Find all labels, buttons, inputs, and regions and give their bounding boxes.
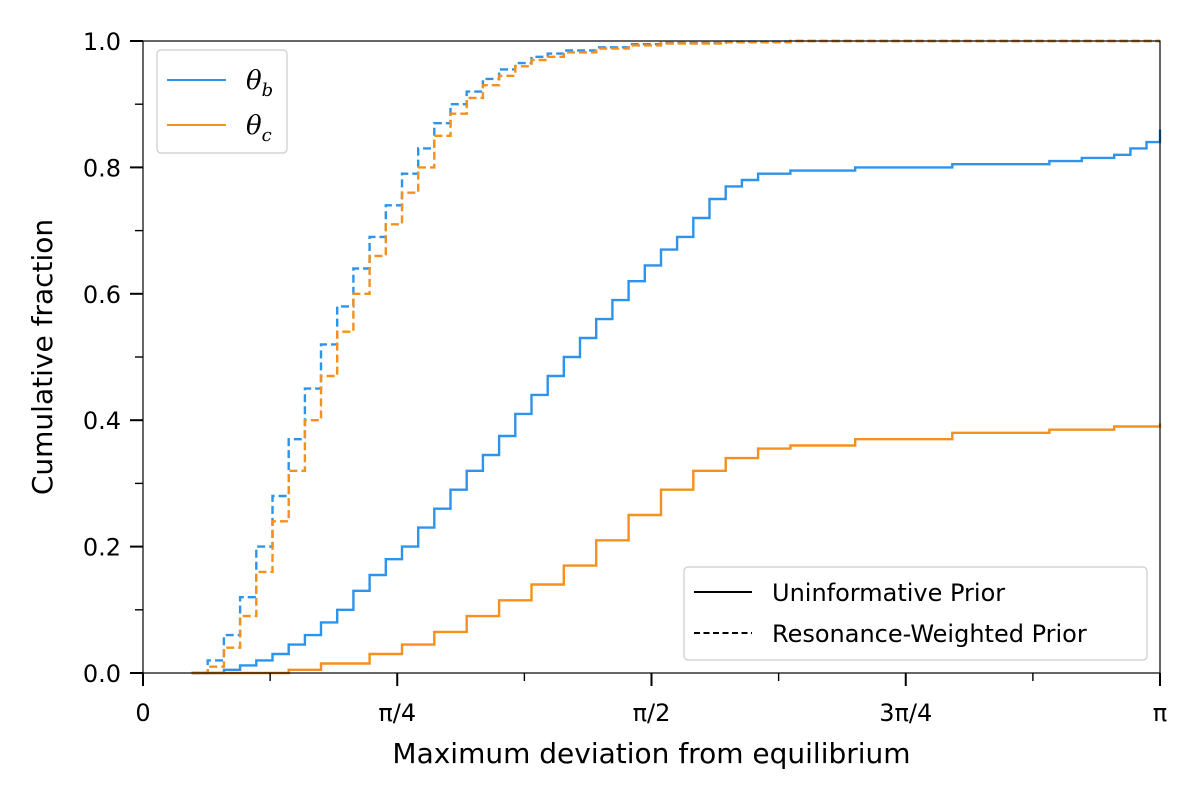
color-legend-box <box>156 49 288 154</box>
x-tick-label: π/4 <box>378 699 416 727</box>
series-line-3 <box>191 39 1160 675</box>
x-axis-label: Maximum deviation from equilibrium <box>392 737 910 770</box>
color-legend: θb θc <box>156 49 288 154</box>
style-legend-label: Uninformative Prior <box>772 579 1005 607</box>
y-tick-label: 0.6 <box>83 281 121 309</box>
y-axis-label: Cumulative fraction <box>26 219 59 495</box>
series-line-1 <box>191 129 1162 675</box>
x-tick-label: 0 <box>135 699 150 727</box>
color-legend-label: θb <box>246 66 273 101</box>
series-line-2 <box>191 423 1162 675</box>
x-tick-label: π <box>1153 699 1167 727</box>
style-legend-label: Resonance-Weighted Prior <box>772 620 1087 648</box>
y-tick-label: 0.2 <box>83 534 121 562</box>
y-tick-label: 1.0 <box>83 28 121 56</box>
style-legend-box <box>683 566 1148 661</box>
x-tick-label: 3π/4 <box>879 699 932 727</box>
x-axis: 0 π/4 π/2 3π/4 π <box>135 673 1167 727</box>
series-layer <box>191 39 1162 675</box>
style-legend: Uninformative Prior Resonance-Weighted Pr… <box>683 566 1148 661</box>
y-axis: 0.0 0.2 0.4 0.6 0.8 1.0 <box>83 28 143 688</box>
series-line-4 <box>191 39 1160 675</box>
x-tick-label: π/2 <box>633 699 671 727</box>
color-legend-label: θc <box>246 111 272 146</box>
y-tick-label: 0.4 <box>83 407 121 435</box>
y-tick-label: 0.0 <box>83 660 121 688</box>
y-tick-label: 0.8 <box>83 154 121 182</box>
